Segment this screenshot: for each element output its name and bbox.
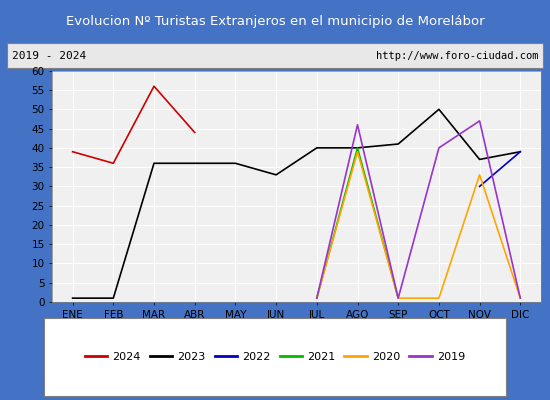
Legend: 2024, 2023, 2022, 2021, 2020, 2019: 2024, 2023, 2022, 2021, 2020, 2019: [80, 348, 470, 366]
Text: Evolucion Nº Turistas Extranjeros en el municipio de Morelábor: Evolucion Nº Turistas Extranjeros en el …: [65, 14, 485, 28]
Text: http://www.foro-ciudad.com: http://www.foro-ciudad.com: [376, 51, 538, 61]
Text: 2019 - 2024: 2019 - 2024: [12, 51, 86, 61]
